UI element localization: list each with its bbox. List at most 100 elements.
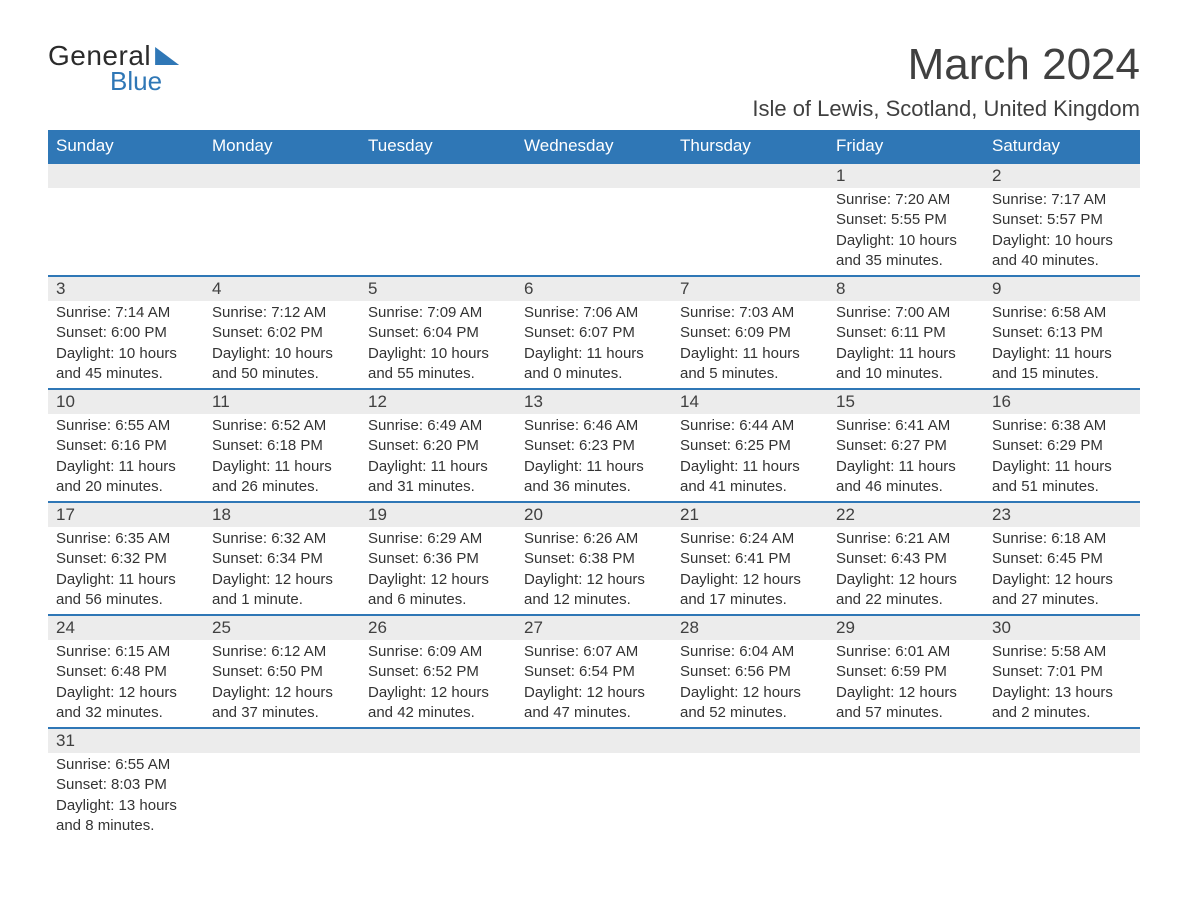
day-detail-line: Sunset: 6:04 PM — [368, 323, 508, 343]
day-of-week-header: Friday — [828, 130, 984, 164]
day-detail-cell — [672, 753, 828, 840]
day-detail-line: Daylight: 12 hours — [836, 683, 976, 703]
day-detail-line: Sunset: 6:25 PM — [680, 436, 820, 456]
day-detail-line: and 31 minutes. — [368, 477, 508, 497]
day-detail-line: Sunset: 6:29 PM — [992, 436, 1132, 456]
day-detail-line: and 35 minutes. — [836, 251, 976, 271]
day-number-cell — [828, 728, 984, 753]
day-number-cell: 8 — [828, 276, 984, 301]
day-number-cell: 11 — [204, 389, 360, 414]
day-detail-cell: Sunrise: 7:20 AMSunset: 5:55 PMDaylight:… — [828, 188, 984, 276]
logo-text-blue: Blue — [110, 66, 162, 97]
day-detail-line: and 10 minutes. — [836, 364, 976, 384]
day-detail-line: and 22 minutes. — [836, 590, 976, 610]
day-number-cell: 2 — [984, 164, 1140, 188]
day-number-cell: 16 — [984, 389, 1140, 414]
day-detail-line: Sunrise: 7:03 AM — [680, 303, 820, 323]
day-detail-line: Sunrise: 6:35 AM — [56, 529, 196, 549]
day-detail-cell: Sunrise: 6:26 AMSunset: 6:38 PMDaylight:… — [516, 527, 672, 615]
day-detail-line: Sunset: 6:20 PM — [368, 436, 508, 456]
week-detail-row: Sunrise: 6:55 AMSunset: 6:16 PMDaylight:… — [48, 414, 1140, 502]
day-detail-line: Sunset: 6:09 PM — [680, 323, 820, 343]
day-number-cell — [672, 728, 828, 753]
day-detail-line: Sunrise: 6:58 AM — [992, 303, 1132, 323]
day-number-cell: 17 — [48, 502, 204, 527]
day-detail-line: Sunset: 8:03 PM — [56, 775, 196, 795]
day-detail-cell: Sunrise: 6:46 AMSunset: 6:23 PMDaylight:… — [516, 414, 672, 502]
day-detail-cell: Sunrise: 6:35 AMSunset: 6:32 PMDaylight:… — [48, 527, 204, 615]
day-detail-line: Daylight: 12 hours — [680, 683, 820, 703]
day-detail-line: and 5 minutes. — [680, 364, 820, 384]
day-detail-line: Sunset: 6:27 PM — [836, 436, 976, 456]
week-daynum-row: 10111213141516 — [48, 389, 1140, 414]
day-detail-line: Sunrise: 6:21 AM — [836, 529, 976, 549]
day-detail-cell: Sunrise: 6:49 AMSunset: 6:20 PMDaylight:… — [360, 414, 516, 502]
day-detail-line: Sunrise: 7:09 AM — [368, 303, 508, 323]
logo-triangle-icon — [155, 47, 179, 65]
day-detail-line: Sunset: 6:41 PM — [680, 549, 820, 569]
day-number-cell — [360, 164, 516, 188]
day-number-cell: 25 — [204, 615, 360, 640]
day-detail-cell: Sunrise: 6:04 AMSunset: 6:56 PMDaylight:… — [672, 640, 828, 728]
day-detail-line: Sunrise: 7:06 AM — [524, 303, 664, 323]
day-number-cell: 18 — [204, 502, 360, 527]
week-daynum-row: 17181920212223 — [48, 502, 1140, 527]
day-detail-cell: Sunrise: 7:06 AMSunset: 6:07 PMDaylight:… — [516, 301, 672, 389]
day-number-cell: 14 — [672, 389, 828, 414]
day-detail-line: Sunrise: 6:41 AM — [836, 416, 976, 436]
day-number-cell: 5 — [360, 276, 516, 301]
day-detail-line: Sunset: 6:45 PM — [992, 549, 1132, 569]
day-of-week-header: Tuesday — [360, 130, 516, 164]
day-detail-line: Sunrise: 6:15 AM — [56, 642, 196, 662]
day-number-cell: 27 — [516, 615, 672, 640]
day-detail-line: Sunrise: 6:52 AM — [212, 416, 352, 436]
day-number-cell: 1 — [828, 164, 984, 188]
day-number-cell: 13 — [516, 389, 672, 414]
day-number-cell: 31 — [48, 728, 204, 753]
day-detail-line: and 15 minutes. — [992, 364, 1132, 384]
day-detail-line: Sunrise: 7:12 AM — [212, 303, 352, 323]
day-detail-line: Sunrise: 7:14 AM — [56, 303, 196, 323]
day-detail-line: Daylight: 12 hours — [524, 683, 664, 703]
day-detail-line: Sunrise: 6:49 AM — [368, 416, 508, 436]
day-detail-cell: Sunrise: 6:52 AMSunset: 6:18 PMDaylight:… — [204, 414, 360, 502]
day-detail-line: Sunset: 6:00 PM — [56, 323, 196, 343]
day-detail-cell: Sunrise: 6:01 AMSunset: 6:59 PMDaylight:… — [828, 640, 984, 728]
day-detail-line: Sunset: 6:16 PM — [56, 436, 196, 456]
day-of-week-header: Monday — [204, 130, 360, 164]
day-detail-line: and 51 minutes. — [992, 477, 1132, 497]
day-detail-cell: Sunrise: 6:38 AMSunset: 6:29 PMDaylight:… — [984, 414, 1140, 502]
day-detail-line: Sunset: 6:13 PM — [992, 323, 1132, 343]
day-detail-cell: Sunrise: 7:00 AMSunset: 6:11 PMDaylight:… — [828, 301, 984, 389]
day-detail-line: Sunrise: 7:17 AM — [992, 190, 1132, 210]
day-detail-cell — [516, 753, 672, 840]
day-number-cell: 6 — [516, 276, 672, 301]
day-number-cell: 19 — [360, 502, 516, 527]
day-detail-line: Daylight: 10 hours — [56, 344, 196, 364]
day-of-week-header: Thursday — [672, 130, 828, 164]
day-detail-line: and 12 minutes. — [524, 590, 664, 610]
day-detail-line: Sunset: 6:50 PM — [212, 662, 352, 682]
day-number-cell: 15 — [828, 389, 984, 414]
day-detail-line: Daylight: 10 hours — [836, 231, 976, 251]
week-detail-row: Sunrise: 7:14 AMSunset: 6:00 PMDaylight:… — [48, 301, 1140, 389]
day-detail-line: and 56 minutes. — [56, 590, 196, 610]
week-daynum-row: 3456789 — [48, 276, 1140, 301]
day-detail-line: Sunset: 6:36 PM — [368, 549, 508, 569]
calendar-table: SundayMondayTuesdayWednesdayThursdayFrid… — [48, 130, 1140, 840]
day-detail-cell: Sunrise: 6:18 AMSunset: 6:45 PMDaylight:… — [984, 527, 1140, 615]
day-detail-line: Sunset: 6:07 PM — [524, 323, 664, 343]
day-detail-line: Daylight: 10 hours — [992, 231, 1132, 251]
day-detail-line: Daylight: 11 hours — [836, 344, 976, 364]
month-title: March 2024 — [752, 40, 1140, 90]
day-detail-line: Daylight: 10 hours — [368, 344, 508, 364]
day-detail-line: Daylight: 12 hours — [680, 570, 820, 590]
day-detail-line: Daylight: 12 hours — [368, 570, 508, 590]
day-detail-line: and 1 minute. — [212, 590, 352, 610]
day-detail-line: and 17 minutes. — [680, 590, 820, 610]
day-detail-line: Daylight: 12 hours — [836, 570, 976, 590]
week-detail-row: Sunrise: 6:55 AMSunset: 8:03 PMDaylight:… — [48, 753, 1140, 840]
day-detail-line: Sunrise: 6:46 AM — [524, 416, 664, 436]
day-detail-line: Sunset: 6:02 PM — [212, 323, 352, 343]
day-detail-cell — [48, 188, 204, 276]
